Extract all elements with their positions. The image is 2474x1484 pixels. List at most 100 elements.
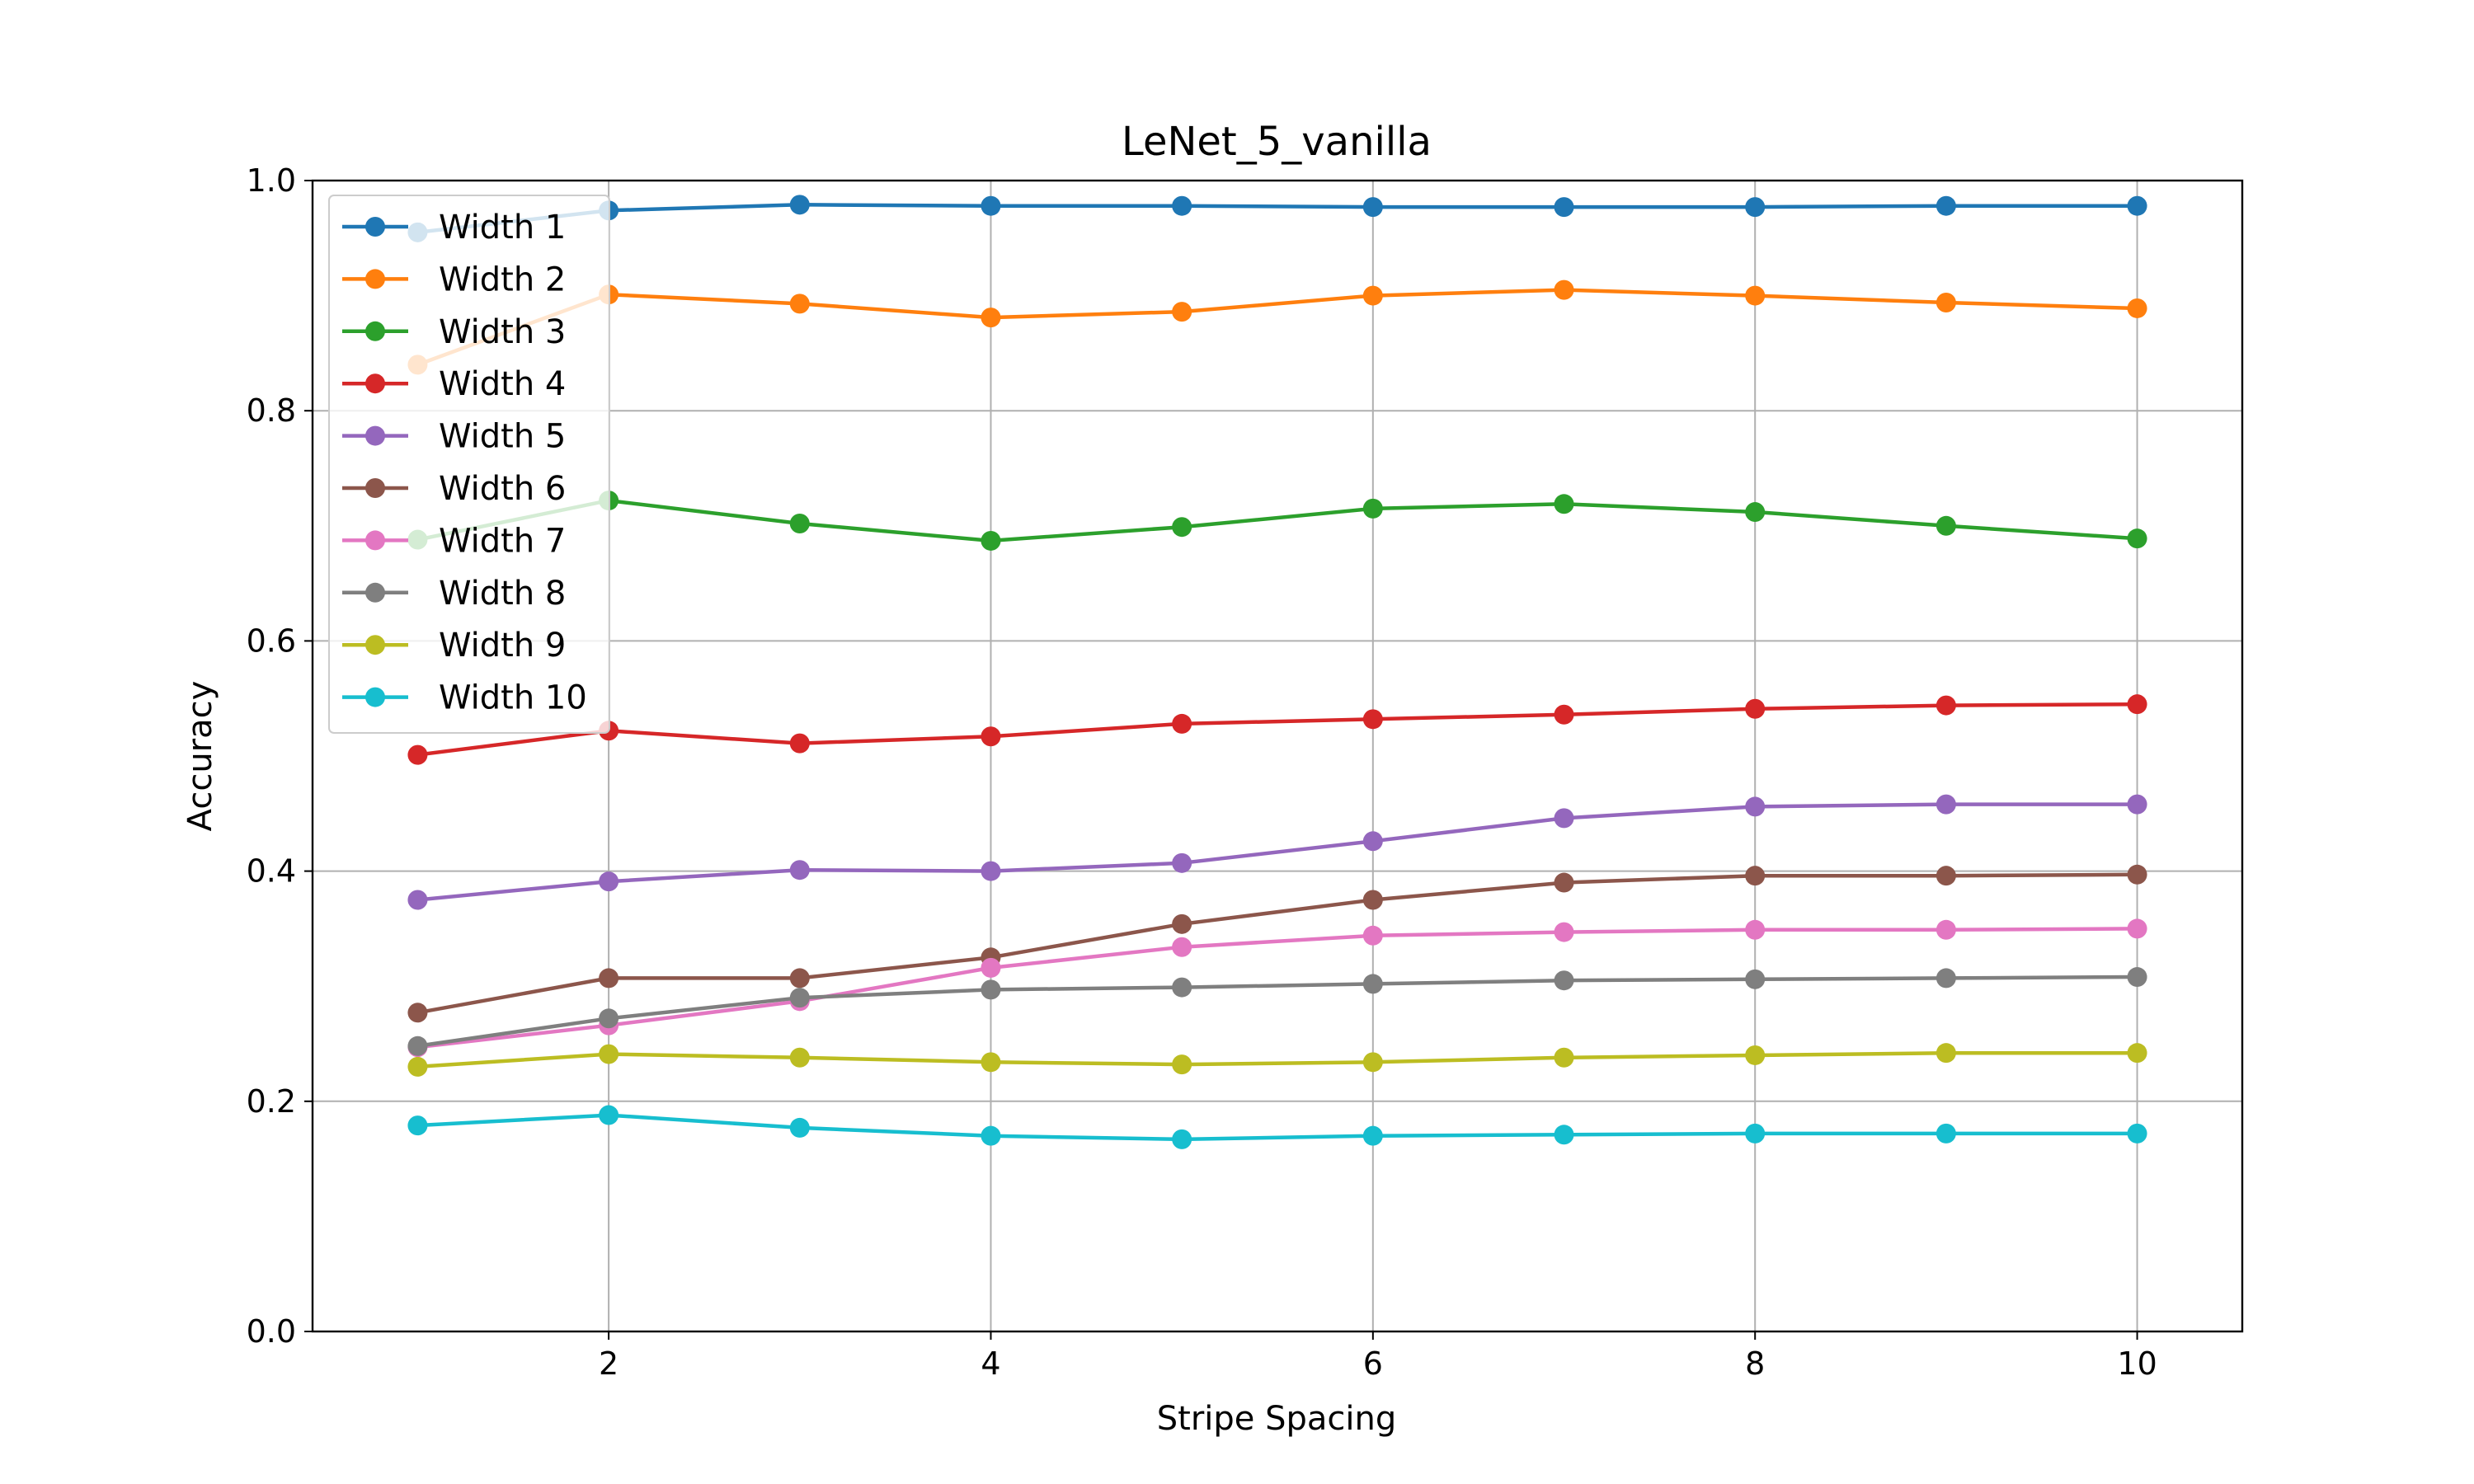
legend-marker [365, 530, 385, 551]
data-point [789, 1117, 810, 1138]
data-point [1172, 977, 1192, 998]
data-point [1554, 808, 1574, 829]
legend-marker [365, 217, 385, 237]
data-point [1745, 1123, 1766, 1144]
data-point [789, 514, 810, 534]
legend-label: Width 9 [439, 627, 566, 665]
legend-entry: Width 3 [342, 313, 566, 351]
data-point [599, 871, 619, 892]
data-point [789, 294, 810, 314]
legend-marker [365, 687, 385, 707]
data-point [1172, 937, 1192, 957]
data-point [407, 1115, 428, 1136]
x-tick-label: 4 [981, 1345, 1000, 1382]
series-line [417, 203, 2138, 235]
data-point [1172, 517, 1192, 538]
legend-entry: Width 5 [342, 418, 566, 456]
legend-label: Width 10 [439, 679, 587, 717]
data-point [599, 1008, 619, 1029]
data-point [1172, 852, 1192, 873]
data-point [1935, 1123, 1956, 1144]
data-point [789, 195, 810, 215]
data-point [1745, 919, 1766, 940]
data-point [981, 1052, 1001, 1073]
data-point [1935, 695, 1956, 716]
y-tick-label: 0.4 [247, 853, 296, 890]
data-point [1745, 197, 1766, 218]
data-point [599, 1105, 619, 1125]
data-point [407, 1003, 428, 1023]
data-point [981, 308, 1001, 328]
legend-entry: Width 2 [342, 261, 566, 298]
series-line [417, 1113, 2138, 1142]
data-point [2127, 1123, 2147, 1144]
data-point [1745, 866, 1766, 886]
y-tick-label: 0.2 [247, 1083, 296, 1120]
legend-marker [365, 269, 385, 289]
y-tick-label: 0.0 [247, 1313, 296, 1350]
data-point [981, 979, 1001, 1000]
legend-entry: Width 6 [342, 470, 566, 508]
data-point [1745, 1045, 1766, 1065]
data-point [789, 968, 810, 989]
x-tick-label: 8 [1745, 1345, 1765, 1382]
data-point [1745, 796, 1766, 817]
data-point [1935, 1043, 1956, 1064]
data-point [1172, 913, 1192, 934]
legend-label: Width 1 [439, 209, 566, 247]
legend-marker [365, 373, 385, 394]
y-tick-label: 0.6 [247, 622, 296, 659]
legend-label: Width 5 [439, 418, 566, 456]
data-point [2127, 528, 2147, 549]
data-point [789, 860, 810, 881]
data-point [789, 1047, 810, 1068]
data-point [981, 726, 1001, 747]
data-point [2127, 298, 2147, 318]
data-point [2127, 195, 2147, 216]
data-point [2127, 694, 2147, 715]
chart-title: LeNet_5_vanilla [1122, 119, 1432, 165]
legend-marker [365, 582, 385, 603]
legend-entry: Width 4 [342, 365, 566, 403]
data-point [1362, 890, 1383, 910]
legend-marker [365, 425, 385, 446]
data-point [2127, 967, 2147, 988]
data-point [2127, 918, 2147, 939]
data-point [1554, 922, 1574, 942]
data-point [1745, 969, 1766, 989]
data-point [1745, 502, 1766, 523]
legend-entry: Width 8 [342, 575, 566, 613]
data-point [2127, 794, 2147, 815]
data-point [981, 957, 1001, 978]
x-axis-label: Stripe Spacing [1157, 1400, 1397, 1438]
data-point [789, 988, 810, 1008]
series-line [417, 974, 2138, 1049]
legend-label: Width 4 [439, 365, 566, 403]
data-point [1362, 925, 1383, 946]
legend-marker [365, 635, 385, 655]
data-point [1935, 515, 1956, 536]
data-point [1745, 698, 1766, 719]
data-point [1172, 713, 1192, 734]
series-line [417, 702, 2138, 757]
legend-label: Width 7 [439, 522, 566, 560]
data-point [1935, 195, 1956, 216]
series-5 [407, 794, 2147, 910]
series-8 [407, 967, 2147, 1056]
data-point [1554, 197, 1574, 218]
legend-marker [365, 478, 385, 498]
data-point [981, 195, 1001, 216]
data-point [599, 968, 619, 989]
series-line [416, 872, 2138, 1015]
data-point [1172, 195, 1192, 216]
y-tick-label: 0.8 [247, 392, 296, 429]
series-line [417, 927, 2138, 1050]
series-line [417, 1050, 2138, 1069]
x-tick-label: 2 [599, 1345, 618, 1382]
data-point [981, 861, 1001, 881]
data-point [1935, 968, 1956, 989]
data-point [1554, 970, 1574, 991]
y-axis-label: Accuracy [181, 681, 219, 832]
data-point [1554, 1047, 1574, 1068]
